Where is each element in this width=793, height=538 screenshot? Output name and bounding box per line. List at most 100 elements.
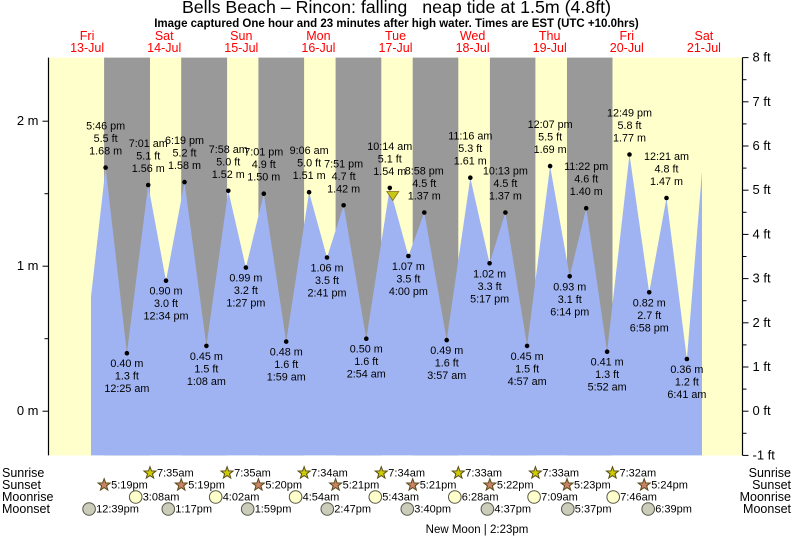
svg-text:2 m: 2 m xyxy=(17,113,39,128)
svg-text:7:46am: 7:46am xyxy=(620,492,657,504)
svg-text:17-Jul: 17-Jul xyxy=(378,41,412,55)
svg-text:1.6 ft: 1.6 ft xyxy=(354,356,378,368)
svg-text:4.5 ft: 4.5 ft xyxy=(412,178,436,190)
svg-text:4 ft: 4 ft xyxy=(753,226,771,241)
svg-text:1.51 m: 1.51 m xyxy=(293,170,326,182)
svg-text:1.40 m: 1.40 m xyxy=(570,186,603,198)
svg-text:4.7 ft: 4.7 ft xyxy=(332,171,356,183)
svg-text:1:59pm: 1:59pm xyxy=(255,504,292,516)
svg-text:5:19pm: 5:19pm xyxy=(111,480,148,492)
svg-text:4.5 ft: 4.5 ft xyxy=(493,178,517,190)
svg-text:5:23pm: 5:23pm xyxy=(574,480,611,492)
svg-text:1.54 m: 1.54 m xyxy=(373,166,406,178)
svg-text:1:08 am: 1:08 am xyxy=(187,376,226,388)
svg-text:1 m: 1 m xyxy=(17,258,39,273)
svg-text:13-Jul: 13-Jul xyxy=(70,41,104,55)
svg-text:3.0 ft: 3.0 ft xyxy=(154,298,178,310)
svg-text:3:08am: 3:08am xyxy=(143,492,180,504)
svg-text:3.5 ft: 3.5 ft xyxy=(396,274,420,286)
svg-text:7:32am: 7:32am xyxy=(620,468,657,480)
svg-text:19-Jul: 19-Jul xyxy=(533,41,567,55)
svg-text:4:54am: 4:54am xyxy=(303,492,340,504)
svg-text:3.3 ft: 3.3 ft xyxy=(478,281,502,293)
svg-text:16-Jul: 16-Jul xyxy=(301,41,335,55)
svg-text:5.5 ft: 5.5 ft xyxy=(538,132,562,144)
svg-text:4:00 pm: 4:00 pm xyxy=(389,286,428,298)
svg-text:0.40 m: 0.40 m xyxy=(110,358,143,370)
svg-text:6:19 pm: 6:19 pm xyxy=(165,135,204,147)
svg-text:5.3 ft: 5.3 ft xyxy=(458,143,482,155)
svg-text:2:54 am: 2:54 am xyxy=(347,369,386,381)
svg-text:5:22pm: 5:22pm xyxy=(497,480,534,492)
svg-text:5:21pm: 5:21pm xyxy=(343,480,380,492)
svg-text:0.50 m: 0.50 m xyxy=(350,344,383,356)
svg-text:0.41 m: 0.41 m xyxy=(591,357,624,369)
svg-text:Moonset: Moonset xyxy=(2,502,50,516)
svg-text:0.45 m: 0.45 m xyxy=(190,351,223,363)
svg-text:4:37pm: 4:37pm xyxy=(494,504,531,516)
svg-text:20-Jul: 20-Jul xyxy=(610,41,644,55)
svg-text:2 ft: 2 ft xyxy=(753,315,771,330)
svg-text:5:17 pm: 5:17 pm xyxy=(470,293,509,305)
svg-text:2:47pm: 2:47pm xyxy=(334,504,371,516)
svg-text:3.2 ft: 3.2 ft xyxy=(234,285,258,297)
svg-text:5:43am: 5:43am xyxy=(382,492,419,504)
svg-text:4.8 ft: 4.8 ft xyxy=(654,164,678,176)
svg-text:1.58 m: 1.58 m xyxy=(168,160,201,172)
svg-text:12:21 am: 12:21 am xyxy=(644,151,689,163)
svg-text:0.82 m: 0.82 m xyxy=(633,297,666,309)
svg-text:8:58 pm: 8:58 pm xyxy=(405,166,444,178)
svg-text:Image captured One hour and 23: Image captured One hour and 23 minutes a… xyxy=(154,18,639,30)
svg-text:1:17pm: 1:17pm xyxy=(175,504,212,516)
svg-text:7:35am: 7:35am xyxy=(234,468,271,480)
svg-text:5.0 ft: 5.0 ft xyxy=(216,156,240,168)
svg-text:7:01 pm: 7:01 pm xyxy=(244,147,283,159)
svg-text:6:28am: 6:28am xyxy=(462,492,499,504)
svg-text:1.6 ft: 1.6 ft xyxy=(435,358,459,370)
svg-text:3:40pm: 3:40pm xyxy=(414,504,451,516)
svg-text:5:20pm: 5:20pm xyxy=(265,480,302,492)
svg-text:Bells Beach – Rincon: falling: Bells Beach – Rincon: falling neap tide … xyxy=(182,0,611,17)
svg-text:12:49 pm: 12:49 pm xyxy=(607,108,652,120)
svg-text:9:06 am: 9:06 am xyxy=(290,145,329,157)
svg-text:7:34am: 7:34am xyxy=(311,468,348,480)
svg-text:4:02am: 4:02am xyxy=(223,492,260,504)
svg-text:4:57 am: 4:57 am xyxy=(508,376,547,388)
svg-text:10:13 pm: 10:13 pm xyxy=(483,166,528,178)
svg-text:0 ft: 0 ft xyxy=(753,403,771,418)
svg-text:1.37 m: 1.37 m xyxy=(408,191,441,203)
svg-text:12:07 pm: 12:07 pm xyxy=(528,119,573,131)
svg-text:5:19pm: 5:19pm xyxy=(188,480,225,492)
svg-text:5:21pm: 5:21pm xyxy=(420,480,457,492)
svg-text:7:33am: 7:33am xyxy=(542,468,579,480)
svg-text:1.02 m: 1.02 m xyxy=(473,268,506,280)
svg-text:0.45 m: 0.45 m xyxy=(511,351,544,363)
svg-text:4.9 ft: 4.9 ft xyxy=(252,159,276,171)
svg-text:1.37 m: 1.37 m xyxy=(489,191,522,203)
svg-text:5.0 ft: 5.0 ft xyxy=(297,158,321,170)
svg-text:1.3 ft: 1.3 ft xyxy=(595,369,619,381)
svg-text:0.90 m: 0.90 m xyxy=(149,286,182,298)
svg-text:11:22 pm: 11:22 pm xyxy=(564,161,608,173)
svg-text:0.93 m: 0.93 m xyxy=(553,281,586,293)
svg-text:6:41 am: 6:41 am xyxy=(667,389,706,401)
svg-text:3:57 am: 3:57 am xyxy=(427,370,466,382)
svg-text:1.50 m: 1.50 m xyxy=(247,172,280,184)
svg-text:5:46 pm: 5:46 pm xyxy=(86,121,125,133)
svg-text:2:41 pm: 2:41 pm xyxy=(307,288,346,300)
svg-text:5:37pm: 5:37pm xyxy=(575,504,612,516)
svg-text:1.56 m: 1.56 m xyxy=(132,163,165,175)
svg-text:1.42 m: 1.42 m xyxy=(327,183,360,195)
svg-text:5:52 am: 5:52 am xyxy=(588,382,627,394)
svg-text:6:58 pm: 6:58 pm xyxy=(630,322,669,334)
svg-text:11:16 am: 11:16 am xyxy=(448,131,492,143)
svg-text:1.2 ft: 1.2 ft xyxy=(675,377,699,389)
svg-text:1.68 m: 1.68 m xyxy=(89,146,122,158)
svg-text:1.5 ft: 1.5 ft xyxy=(515,363,539,375)
svg-text:5.8 ft: 5.8 ft xyxy=(617,120,641,132)
svg-text:1.61 m: 1.61 m xyxy=(454,156,487,168)
svg-text:6 ft: 6 ft xyxy=(753,138,771,153)
svg-text:1:59 am: 1:59 am xyxy=(267,372,306,384)
svg-text:4.6 ft: 4.6 ft xyxy=(574,174,598,186)
svg-text:1.6 ft: 1.6 ft xyxy=(274,359,298,371)
